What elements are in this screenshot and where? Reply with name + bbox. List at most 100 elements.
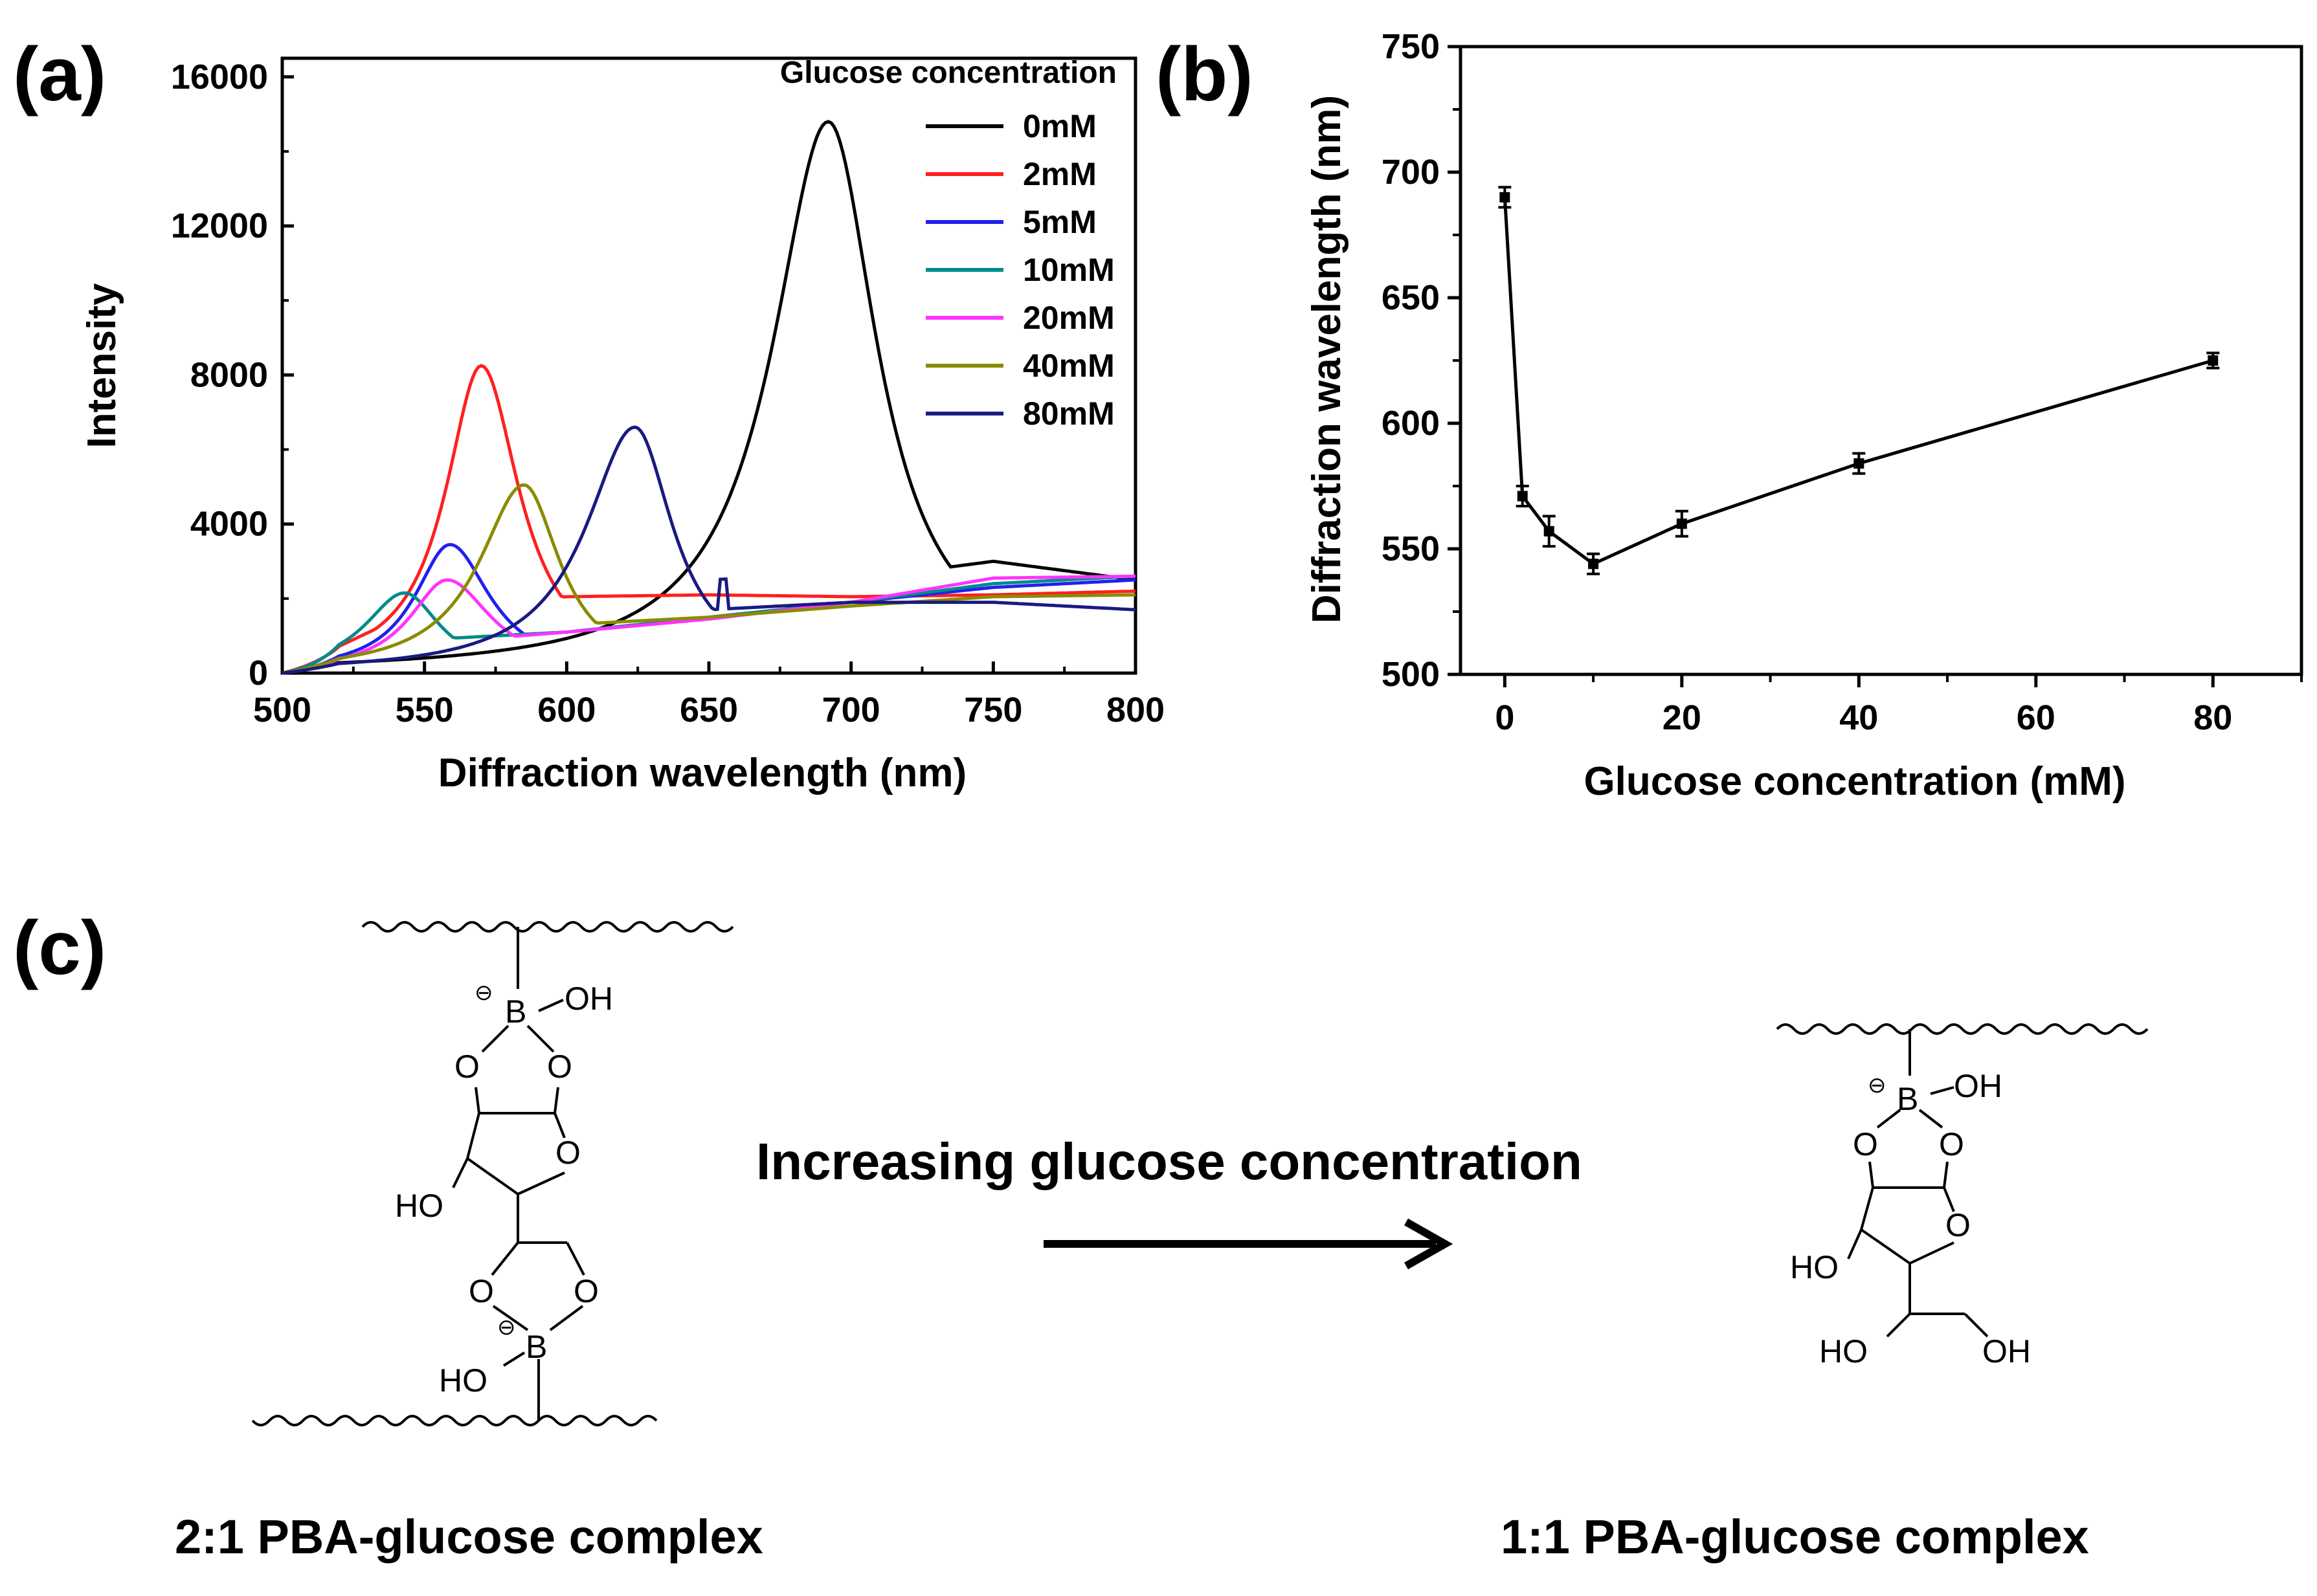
atom-boron: B	[505, 993, 526, 1030]
a-series-line-20mM	[282, 574, 1136, 675]
bottom-b-oh-bond	[502, 1351, 526, 1367]
bottom-ring-c-o-right	[566, 1242, 585, 1276]
panel-b-wavelength-chart: (b) 0 20 40 60 80 500 550 600 650 700 750 Diffract…	[1156, 27, 2303, 804]
right-1to1-complex-structure	[1776, 1023, 2149, 1338]
b-x-tick-label: 60	[2017, 698, 2055, 737]
atom-hydroxyl: HO	[395, 1188, 443, 1224]
furanose-bond-ho	[452, 1158, 469, 1188]
furanose-bond-1	[554, 1113, 566, 1138]
b-y-tick-label: 700	[1382, 153, 1440, 192]
atom-oxygen: O	[1945, 1207, 1971, 1243]
furanose-bond-4	[1860, 1228, 1911, 1265]
b-data-series	[1498, 186, 2220, 575]
a-legend-label: 10mM	[1023, 252, 1115, 288]
left-caption: 2:1 PBA-glucose complex	[175, 1510, 763, 1564]
right-complex-atom-labels: B ⊖ OH O O O HO HO OH	[1790, 1068, 2031, 1369]
top-ring-o-c-right	[554, 1087, 559, 1114]
a-x-tick-label: 500	[253, 691, 311, 729]
bottom-ring-o-b-left	[492, 1305, 529, 1331]
left-2to1-complex-structure	[251, 921, 734, 1426]
a-y-tick-label: 0	[249, 654, 268, 693]
a-legend-label: 20mM	[1023, 300, 1115, 336]
b-data-point	[1499, 192, 1510, 203]
b-x-axis-title: Glucose concentration (mM)	[1584, 759, 2125, 804]
reaction-arrow-head	[1404, 1218, 1453, 1270]
a-legend-label: 40mM	[1023, 348, 1115, 384]
a-y-axis-title: Intensity	[80, 283, 124, 448]
furanose-bond-1	[1943, 1187, 1955, 1212]
b-data-point	[1853, 458, 1864, 469]
chain-bond-ho-left	[1886, 1313, 1911, 1338]
a-legend-label: 2mM	[1023, 156, 1097, 192]
a-legend-label: 5mM	[1023, 204, 1097, 240]
a-series-line-40mM	[282, 483, 1136, 675]
a-x-tick-label: 750	[964, 691, 1022, 729]
panel-c-scheme: (c) B ⊖	[13, 905, 2149, 1564]
b-data-point	[1588, 559, 1599, 570]
a-x-tick-label: 650	[680, 691, 738, 729]
bottom-polymer-chain	[251, 1415, 658, 1426]
b-y-tick-label: 650	[1382, 278, 1440, 317]
ring-bond-b-oh	[1930, 1086, 1954, 1095]
left-complex-atom-labels: B ⊖ OH O O O HO O O B ⊖ HO	[395, 981, 613, 1399]
atom-hydroxyl: OH	[565, 981, 613, 1017]
b-series-line	[1503, 197, 2213, 566]
atom-oxygen: O	[469, 1273, 494, 1309]
b-x-tick-label: 40	[1839, 698, 1878, 737]
panel-label-c: (c)	[13, 905, 106, 991]
b-x-tick-label: 0	[1495, 698, 1514, 737]
b-y-tick-label: 600	[1382, 404, 1440, 443]
arrow-label: Increasing glucose concentration	[756, 1133, 1582, 1190]
atom-oxygen: O	[454, 1048, 480, 1085]
a-legend: Glucose concentration 0mM 2mM 5mM 10mM 20mM 4…	[780, 56, 1117, 432]
a-x-tick-label: 550	[396, 691, 454, 729]
atom-hydroxyl: OH	[1982, 1333, 2031, 1369]
a-y-tick-label: 12000	[171, 206, 268, 245]
furanose-bond-4	[466, 1157, 519, 1195]
a-series-lines	[282, 120, 1136, 675]
atom-boron: B	[526, 1329, 547, 1365]
panel-label-a: (a)	[13, 32, 106, 117]
panel-label-b: (b)	[1156, 32, 1253, 117]
polymer-chain	[1776, 1023, 2149, 1035]
b-x-tick-label: 80	[2193, 698, 2232, 737]
a-y-tick-label: 16000	[171, 58, 268, 96]
atom-oxygen: O	[555, 1135, 581, 1171]
ring-o-c-left	[1868, 1161, 1874, 1188]
furanose-bond-3	[1860, 1187, 1874, 1230]
atom-hydroxyl: HO	[439, 1362, 487, 1399]
top-ring-o-c-left	[475, 1087, 480, 1114]
atom-hydroxyl: HO	[1790, 1249, 1839, 1285]
b-data-point	[1517, 491, 1528, 502]
atom-oxygen: O	[1939, 1126, 1964, 1162]
a-x-tick-label: 800	[1106, 691, 1165, 729]
panel-a-spectra-chart: (a) 500 550 600 650 700 750 800040008000120001…	[13, 32, 1165, 795]
b-data-point	[1676, 518, 1687, 529]
a-series-line-2mM	[282, 364, 1136, 675]
atom-oxygen: O	[574, 1273, 599, 1309]
charge-sign: ⊖	[1868, 1073, 1886, 1098]
b-data-point	[1543, 526, 1554, 537]
a-x-tick-label: 600	[537, 691, 596, 729]
atom-oxygen: O	[1853, 1126, 1878, 1162]
atom-hydroxyl: HO	[1819, 1333, 1868, 1369]
atom-boron: B	[1897, 1081, 1918, 1117]
chain-bond-oh-right	[1964, 1313, 1989, 1338]
ring-o-c-right	[1943, 1161, 1949, 1188]
top-polymer-chain	[361, 921, 734, 933]
top-ring-bond-b-oh	[538, 999, 564, 1012]
right-caption: 1:1 PBA-glucose complex	[1501, 1510, 2089, 1564]
plot-frame-b	[1459, 45, 2303, 676]
b-y-tick-label: 750	[1382, 27, 1440, 66]
plot-frame-a	[280, 56, 1137, 675]
b-data-point	[2208, 355, 2219, 366]
bottom-ring-c-o-left	[491, 1241, 519, 1276]
furanose-bond-2	[1909, 1241, 1954, 1265]
bottom-ring-o-b-right	[549, 1305, 584, 1331]
a-y-tick-label: 4000	[190, 505, 268, 544]
a-series-line-80mM	[282, 425, 1136, 675]
atom-hydroxyl: OH	[1954, 1068, 2002, 1104]
atom-oxygen: O	[547, 1048, 572, 1085]
